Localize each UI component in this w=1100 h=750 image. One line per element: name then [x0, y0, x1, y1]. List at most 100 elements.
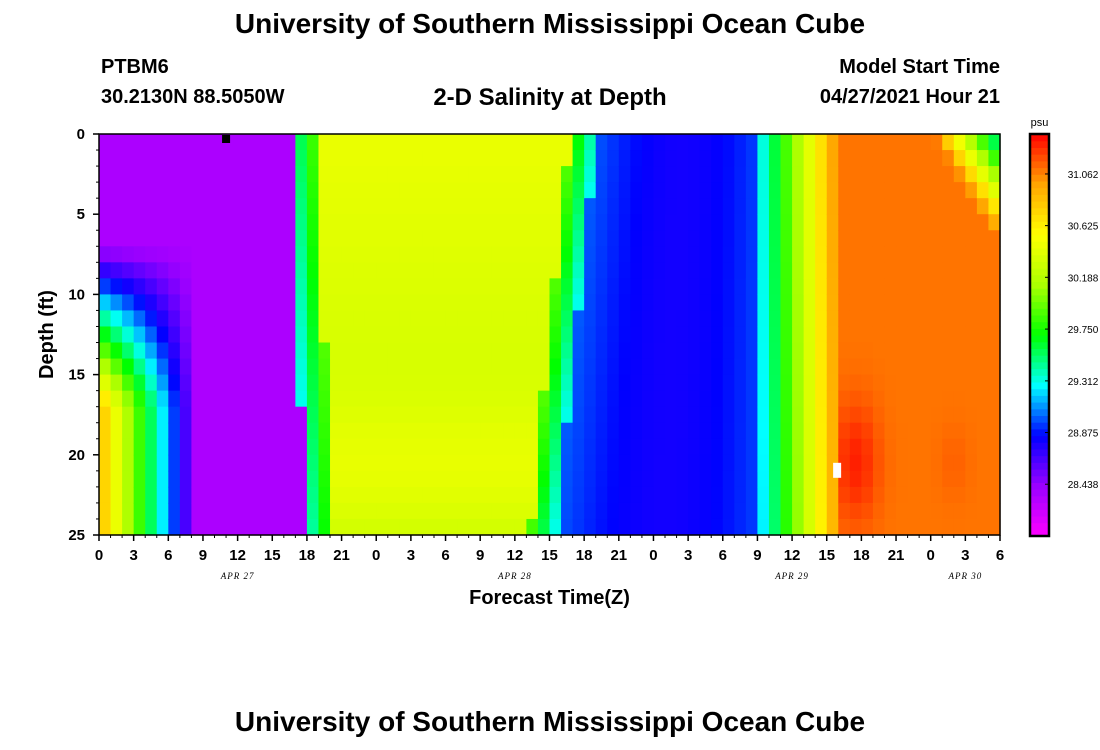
heatmap-cell	[734, 182, 747, 199]
heatmap-cell	[237, 262, 250, 279]
heatmap-cell	[641, 198, 655, 215]
heatmap-cell	[618, 278, 631, 295]
heatmap-cell	[295, 166, 308, 183]
heatmap-cell	[318, 230, 331, 247]
heatmap-cell	[595, 486, 608, 504]
heatmap-cell	[757, 150, 770, 167]
heatmap-cell	[133, 262, 146, 279]
heatmap-cell	[653, 326, 666, 344]
heatmap-cell	[537, 310, 551, 328]
x-tick-label: 6	[719, 547, 727, 564]
heatmap-cell	[711, 230, 724, 247]
heatmap-cell	[110, 470, 123, 488]
heatmap-cell	[133, 422, 146, 440]
heatmap-cell	[734, 214, 747, 231]
heatmap-cell	[503, 198, 516, 215]
heatmap-cell	[618, 470, 631, 488]
heatmap-cell	[156, 326, 169, 344]
heatmap-cell	[792, 182, 805, 199]
heatmap-cell	[780, 358, 793, 376]
heatmap-cell	[191, 390, 204, 408]
heatmap-cell	[815, 342, 828, 360]
heatmap-cell	[526, 294, 539, 312]
heatmap-cell	[306, 310, 320, 328]
heatmap-cell	[699, 454, 712, 472]
heatmap-cell	[722, 502, 735, 520]
heatmap-cell	[676, 486, 689, 504]
heatmap-cell	[295, 278, 308, 295]
heatmap-cell	[641, 358, 655, 376]
heatmap-cell	[745, 502, 759, 520]
heatmap-cell	[410, 310, 424, 328]
heatmap-cell	[745, 454, 759, 472]
heatmap-cell	[965, 198, 978, 215]
heatmap-cell	[792, 502, 805, 520]
heatmap-cell	[595, 358, 608, 376]
heatmap-cell	[306, 198, 320, 215]
heatmap-cell	[387, 422, 400, 440]
heatmap-cell	[618, 262, 631, 279]
heatmap-cell	[445, 486, 458, 504]
heatmap-cell	[422, 198, 435, 215]
heatmap-cell	[988, 486, 1001, 504]
heatmap-cell	[283, 150, 296, 167]
heatmap-cell	[722, 214, 735, 231]
colorbar-swatch	[1030, 147, 1049, 155]
heatmap-cell	[745, 182, 759, 199]
heatmap-cell	[907, 390, 920, 408]
heatmap-cell	[145, 294, 158, 312]
heatmap-cell	[919, 470, 932, 488]
heatmap-cell	[145, 166, 158, 183]
heatmap-cell	[919, 134, 932, 151]
heatmap-cell	[988, 358, 1001, 376]
heatmap-cell	[976, 518, 990, 536]
heatmap-cell	[179, 262, 193, 279]
heatmap-cell	[226, 182, 239, 199]
heatmap-cell	[514, 374, 527, 392]
heatmap-cell	[734, 358, 747, 376]
heatmap-cell	[768, 470, 782, 488]
heatmap-cell	[491, 502, 504, 520]
heatmap-cell	[260, 246, 273, 263]
x-tick-label: 18	[299, 547, 316, 564]
heatmap-cell	[919, 422, 932, 440]
heatmap-cell	[399, 454, 412, 472]
heatmap-cell	[699, 518, 712, 536]
heatmap-cell	[838, 278, 851, 295]
heatmap-cell	[792, 150, 805, 167]
heatmap-cell	[364, 310, 377, 328]
heatmap-cell	[722, 182, 735, 199]
heatmap-cell	[330, 150, 343, 167]
heatmap-cell	[260, 278, 273, 295]
heatmap-cell	[722, 278, 735, 295]
heatmap-cell	[572, 166, 585, 183]
heatmap-cell	[526, 470, 539, 488]
heatmap-cell	[445, 166, 458, 183]
heatmap-cell	[815, 150, 828, 167]
colorbar-swatch	[1030, 435, 1049, 443]
colorbar-swatch	[1030, 140, 1049, 148]
heatmap-cell	[976, 166, 990, 183]
heatmap-cell	[757, 326, 770, 344]
heatmap-cell	[665, 502, 678, 520]
heatmap-cell	[872, 518, 886, 536]
heatmap-cell	[410, 486, 424, 504]
heatmap-cell	[179, 150, 193, 167]
heatmap-cell	[179, 278, 193, 295]
heatmap-cell	[930, 150, 943, 167]
heatmap-cell	[226, 470, 239, 488]
heatmap-cell	[792, 198, 805, 215]
heatmap-cell	[410, 342, 424, 360]
heatmap-cell	[930, 518, 943, 536]
heatmap-cell	[930, 406, 943, 424]
heatmap-cell	[919, 182, 932, 199]
heatmap-cell	[896, 310, 909, 328]
heatmap-cell	[826, 342, 839, 360]
heatmap-cell	[260, 294, 273, 312]
heatmap-cell	[422, 326, 435, 344]
heatmap-cell	[202, 518, 216, 536]
heatmap-cell	[826, 358, 839, 376]
heatmap-cell	[156, 358, 169, 376]
heatmap-cell	[711, 326, 724, 344]
colorbar-swatch	[1030, 227, 1049, 236]
